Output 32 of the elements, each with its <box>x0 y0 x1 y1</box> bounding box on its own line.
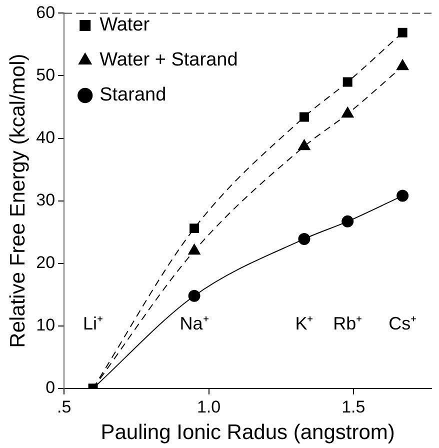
y-tick-label: 30 <box>36 190 56 210</box>
y-tick-label: 60 <box>36 2 56 22</box>
point <box>190 224 200 234</box>
point <box>298 139 310 150</box>
y-tick-label: 0 <box>46 378 56 398</box>
annotation: Li⁺ <box>83 314 104 334</box>
annotation: Cs⁺ <box>388 314 417 334</box>
y-tick-label: 20 <box>36 253 56 272</box>
annotation: Na⁺ <box>180 314 209 334</box>
point <box>188 244 200 255</box>
point <box>396 59 409 70</box>
y-tick-label: 40 <box>36 128 56 147</box>
point <box>398 28 408 38</box>
point <box>342 215 354 228</box>
point <box>298 232 310 245</box>
x-tick-label: 1.0 <box>196 397 221 416</box>
x-tick-label: .5 <box>57 397 72 416</box>
x-tick-label: 1.5 <box>342 397 366 416</box>
point <box>341 106 354 118</box>
x-axis-title: Pauling Ionic Radus (angstrom) <box>100 421 395 444</box>
annotation: K⁺ <box>295 314 314 334</box>
point <box>342 77 352 87</box>
point <box>188 290 200 302</box>
y-tick-label: 50 <box>36 65 56 84</box>
annotation: Rb⁺ <box>333 314 362 334</box>
legend-label: Water + Starand <box>100 50 238 71</box>
y-tick-label: 10 <box>36 316 56 335</box>
legend-label: Starand <box>100 84 166 106</box>
y-axis-title: Relative Free Energy (kcal/mol) <box>6 54 30 348</box>
point <box>299 112 309 122</box>
point <box>396 190 409 202</box>
legend-label: Water <box>100 14 150 36</box>
